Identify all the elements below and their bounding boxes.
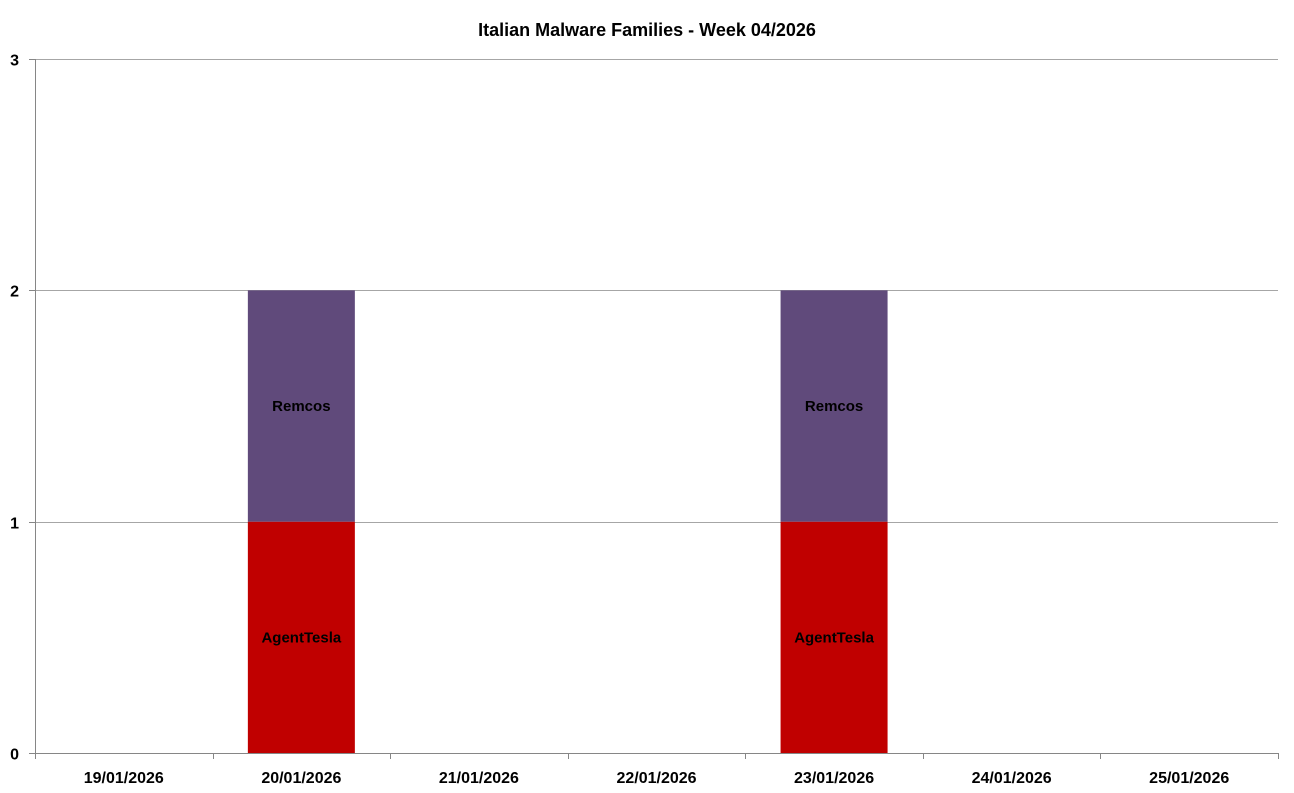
x-tick-label: 22/01/2026 — [616, 770, 696, 787]
bar-segment-remcos — [247, 290, 355, 522]
axes — [29, 59, 1279, 759]
chart-title: Italian Malware Families - Week 04/2026 — [478, 20, 816, 40]
x-tick-label: 24/01/2026 — [972, 770, 1052, 787]
bar-segment-label: AgentTesla — [794, 629, 874, 646]
bar-segment-label: Remcos — [272, 398, 330, 415]
y-tick-label: 0 — [10, 747, 19, 764]
x-tick-label: 20/01/2026 — [261, 770, 341, 787]
bar-segment-agenttesla — [780, 521, 888, 753]
y-tick-label: 3 — [10, 53, 19, 70]
bar-segment-label: AgentTesla — [261, 629, 341, 646]
x-tick-label: 25/01/2026 — [1149, 770, 1229, 787]
bar-segment-remcos — [780, 290, 888, 522]
y-tick-label: 1 — [10, 516, 19, 533]
x-tick-label: 21/01/2026 — [439, 770, 519, 787]
y-tick-labels: 0 1 2 3 — [10, 53, 19, 764]
x-tick-labels: 19/01/2026 20/01/2026 21/01/2026 22/01/2026… — [84, 770, 1230, 787]
y-tick-label: 2 — [10, 284, 19, 301]
bars: AgentTesla Remcos AgentTesla Remcos — [247, 290, 888, 753]
x-tick-label: 23/01/2026 — [794, 770, 874, 787]
bar-segment-agenttesla — [247, 521, 355, 753]
bar-segment-label: Remcos — [805, 398, 863, 415]
x-tick-label: 19/01/2026 — [84, 770, 164, 787]
gridlines — [35, 59, 1278, 523]
